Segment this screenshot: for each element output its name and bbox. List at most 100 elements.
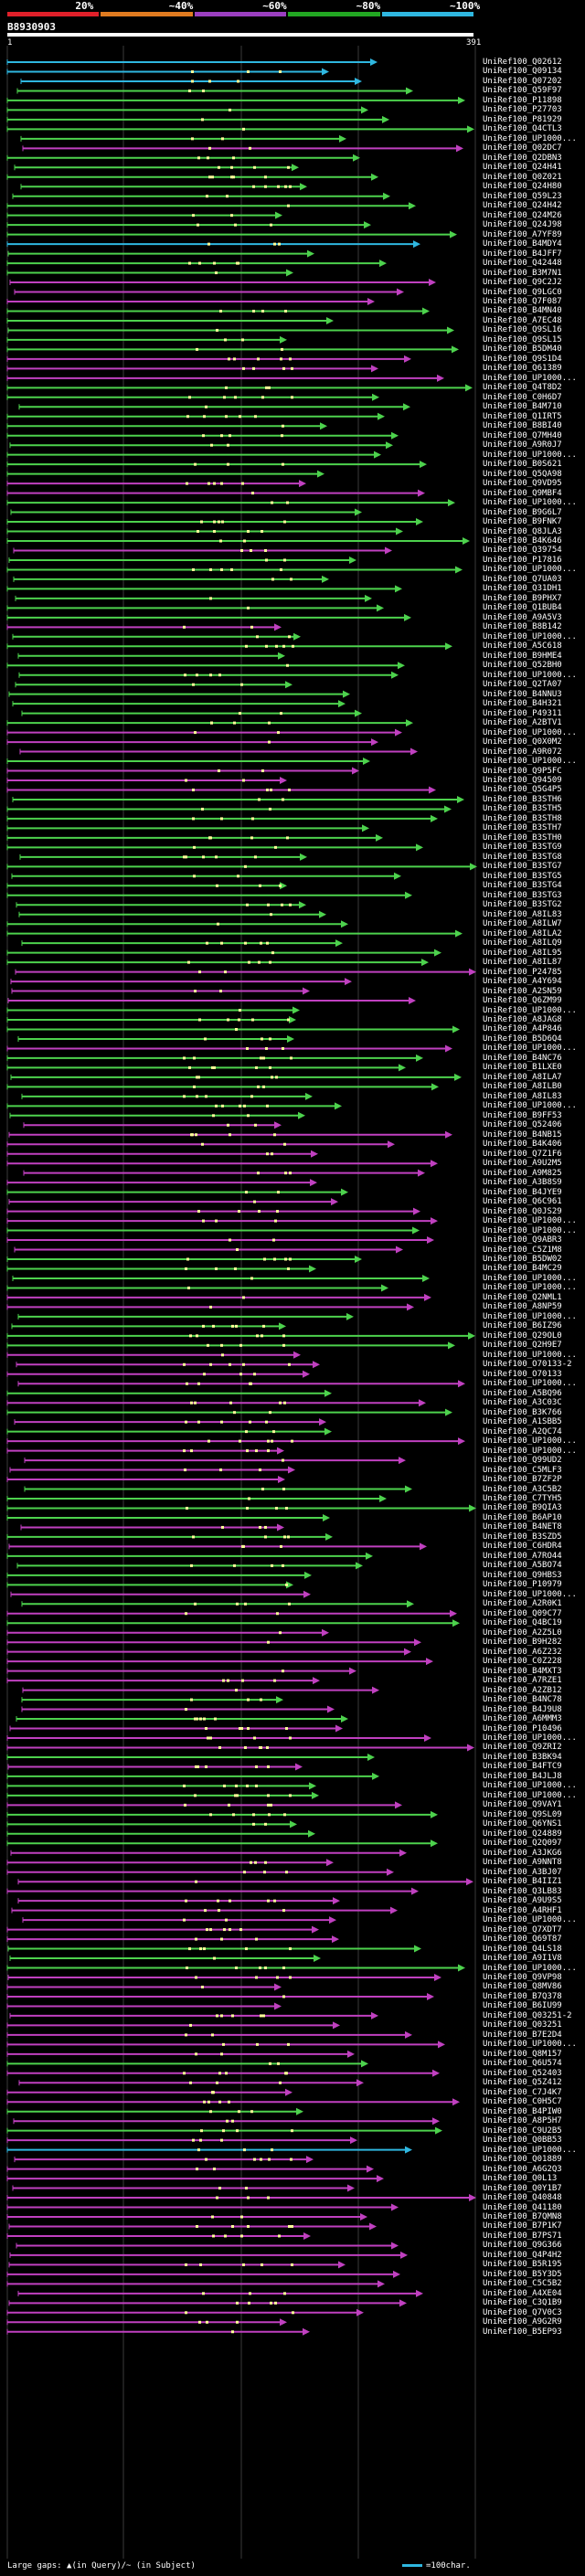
hit-label[interactable]: UniRef100_A8ILA2 [483, 928, 562, 938]
hit-label[interactable]: UniRef100_UP1000... [483, 1446, 577, 1456]
hit-label[interactable]: UniRef100_B5R195 [483, 2260, 562, 2270]
hit-label[interactable]: UniRef100_Q9ABR3 [483, 1235, 562, 1246]
hit-label[interactable]: UniRef100_Q41180 [483, 2202, 562, 2212]
hit-label[interactable]: UniRef100_B5Y3D5 [483, 2269, 562, 2279]
hit-label[interactable]: UniRef100_A2ZB12 [483, 1685, 562, 1695]
hit-label[interactable]: UniRef100_B5DW02 [483, 1255, 562, 1264]
hit-label[interactable]: UniRef100_Q29OL0 [483, 1330, 562, 1341]
hit-label[interactable]: UniRef100_UP1000... [483, 1963, 577, 1973]
hit-label[interactable]: UniRef100_A1SBB5 [483, 1417, 562, 1427]
hit-label[interactable]: UniRef100_Q4CTL3 [483, 124, 562, 134]
hit-label[interactable]: UniRef100_C5C5B2 [483, 2279, 562, 2289]
hit-label[interactable]: UniRef100_Q2NML1 [483, 1292, 562, 1302]
hit-label[interactable]: UniRef100_B4PIW0 [483, 2106, 562, 2116]
hit-label[interactable]: UniRef100_Q5Z412 [483, 2078, 562, 2088]
hit-label[interactable]: UniRef100_Q9S1D4 [483, 354, 562, 364]
hit-label[interactable]: UniRef100_UP1000... [483, 1733, 577, 1743]
hit-label[interactable]: UniRef100_Q0X0M2 [483, 737, 562, 747]
hit-label[interactable]: UniRef100_B3SZD5 [483, 1532, 562, 1542]
hit-label[interactable]: UniRef100_B4JLJ8 [483, 1771, 562, 1781]
hit-label[interactable]: UniRef100_B3STH8 [483, 813, 562, 823]
hit-label[interactable]: UniRef100_P49311 [483, 708, 562, 718]
hit-label[interactable]: UniRef100_B7E2D4 [483, 2030, 562, 2040]
hit-label[interactable]: UniRef100_Q24M26 [483, 210, 562, 220]
hit-label[interactable]: UniRef100_Q2DBN3 [483, 153, 562, 163]
hit-label[interactable]: UniRef100_C7TYH5 [483, 1494, 562, 1503]
hit-label[interactable]: UniRef100_Q24889 [483, 1829, 562, 1839]
hit-label[interactable]: UniRef100_UP1000... [483, 757, 577, 767]
hit-label[interactable]: UniRef100_Q24H42 [483, 201, 562, 211]
hit-label[interactable]: UniRef100_Q6C961 [483, 1197, 562, 1207]
hit-label[interactable]: UniRef100_A9R0J7 [483, 440, 562, 451]
hit-label[interactable]: UniRef100_Q1BUB4 [483, 603, 562, 613]
hit-label[interactable]: UniRef100_B7P1K7 [483, 2221, 562, 2231]
hit-label[interactable]: UniRef100_B4K646 [483, 536, 562, 546]
hit-label[interactable]: UniRef100_B4H321 [483, 699, 562, 709]
hit-label[interactable]: UniRef100_UP1000... [483, 1044, 577, 1054]
hit-label[interactable]: UniRef100_A9I1V8 [483, 1954, 562, 1964]
hit-label[interactable]: UniRef100_UP1000... [483, 631, 577, 641]
hit-label[interactable]: UniRef100_A3BJ07 [483, 1867, 562, 1877]
hit-label[interactable]: UniRef100_B4JFF7 [483, 249, 562, 259]
hit-label[interactable]: UniRef100_Q9VP98 [483, 1973, 562, 1982]
hit-label[interactable]: UniRef100_C5MLF3 [483, 1465, 562, 1475]
hit-label[interactable]: UniRef100_Q52403 [483, 2068, 562, 2078]
hit-label[interactable]: UniRef100_Q2Q097 [483, 1839, 562, 1849]
hit-label[interactable]: UniRef100_Q03251 [483, 2020, 562, 2030]
hit-label[interactable]: UniRef100_P10979 [483, 1580, 562, 1590]
hit-label[interactable]: UniRef100_Q9HBS3 [483, 1570, 562, 1580]
hit-label[interactable]: UniRef100_B3STG9 [483, 843, 562, 853]
hit-label[interactable]: UniRef100_Q5QA98 [483, 469, 562, 479]
hit-label[interactable]: UniRef100_B3M7N1 [483, 268, 562, 278]
hit-label[interactable]: UniRef100_B8BI40 [483, 421, 562, 431]
hit-label[interactable]: UniRef100_Q9SL16 [483, 325, 562, 335]
hit-label[interactable]: UniRef100_A3B8S9 [483, 1178, 562, 1188]
hit-label[interactable]: UniRef100_P17816 [483, 555, 562, 565]
hit-label[interactable]: UniRef100_Q42448 [483, 259, 562, 269]
hit-label[interactable]: UniRef100_B4MN40 [483, 306, 562, 316]
hit-label[interactable]: UniRef100_B4K406 [483, 1140, 562, 1150]
hit-label[interactable]: UniRef100_Q6ZM99 [483, 996, 562, 1006]
hit-label[interactable]: UniRef100_Q09134 [483, 67, 562, 77]
hit-label[interactable]: UniRef100_B4M710 [483, 402, 562, 412]
hit-label[interactable]: UniRef100_A8ILQ9 [483, 938, 562, 949]
hit-label[interactable]: UniRef100_Q9C2J2 [483, 278, 562, 288]
hit-label[interactable]: UniRef100_O70133-2 [483, 1360, 572, 1370]
hit-label[interactable]: UniRef100_A4P846 [483, 1024, 562, 1034]
hit-label[interactable]: UniRef100_C3Q1B9 [483, 2298, 562, 2308]
hit-label[interactable]: UniRef100_A2R0K1 [483, 1599, 562, 1609]
hit-label[interactable]: UniRef100_UP1000... [483, 1915, 577, 1925]
hit-label[interactable]: UniRef100_Q6U574 [483, 2059, 562, 2069]
hit-label[interactable]: UniRef100_B4NNU3 [483, 689, 562, 699]
hit-label[interactable]: UniRef100_Q94509 [483, 776, 562, 785]
hit-label[interactable]: UniRef100_Q6YNS1 [483, 1819, 562, 1829]
hit-label[interactable]: UniRef100_B4MXT3 [483, 1666, 562, 1676]
hit-label[interactable]: UniRef100_A7YF89 [483, 229, 562, 239]
hit-label[interactable]: UniRef100_B3STG2 [483, 900, 562, 910]
hit-label[interactable]: UniRef100_A7RZE1 [483, 1676, 562, 1686]
hit-label[interactable]: UniRef100_B9PHX7 [483, 593, 562, 603]
hit-label[interactable]: UniRef100_A2QC74 [483, 1426, 562, 1436]
hit-label[interactable]: UniRef100_UP1000... [483, 1225, 577, 1235]
hit-label[interactable]: UniRef100_UP1000... [483, 1005, 577, 1015]
hit-label[interactable]: UniRef100_UP1000... [483, 2040, 577, 2050]
hit-label[interactable]: UniRef100_B6IU99 [483, 2001, 562, 2011]
hit-label[interactable]: UniRef100_P27703 [483, 105, 562, 115]
hit-label[interactable]: UniRef100_UP1000... [483, 670, 577, 680]
hit-label[interactable]: UniRef100_UP1000... [483, 1379, 577, 1389]
hit-label[interactable]: UniRef100_A5C618 [483, 641, 562, 652]
hit-label[interactable]: UniRef100_C7J4K7 [483, 2087, 562, 2097]
hit-label[interactable]: UniRef100_B4JYE9 [483, 1187, 562, 1197]
hit-label[interactable]: UniRef100_UP1000... [483, 1273, 577, 1283]
hit-label[interactable]: UniRef100_B5D6Q4 [483, 1034, 562, 1044]
hit-label[interactable]: UniRef100_Q24J98 [483, 220, 562, 230]
hit-label[interactable]: UniRef100_Q9MBF4 [483, 488, 562, 498]
hit-label[interactable]: UniRef100_C9U2B5 [483, 2125, 562, 2136]
hit-label[interactable]: UniRef100_Q9SL09 [483, 1809, 562, 1819]
hit-label[interactable]: UniRef100_C0H6D7 [483, 392, 562, 402]
hit-label[interactable]: UniRef100_B3STG3 [483, 890, 562, 900]
hit-label[interactable]: UniRef100_B7ZF2P [483, 1475, 562, 1485]
hit-label[interactable]: UniRef100_B9FF53 [483, 1110, 562, 1120]
hit-label[interactable]: UniRef100_A2SN59 [483, 986, 562, 996]
hit-label[interactable]: UniRef100_Q9P5FC [483, 766, 562, 776]
